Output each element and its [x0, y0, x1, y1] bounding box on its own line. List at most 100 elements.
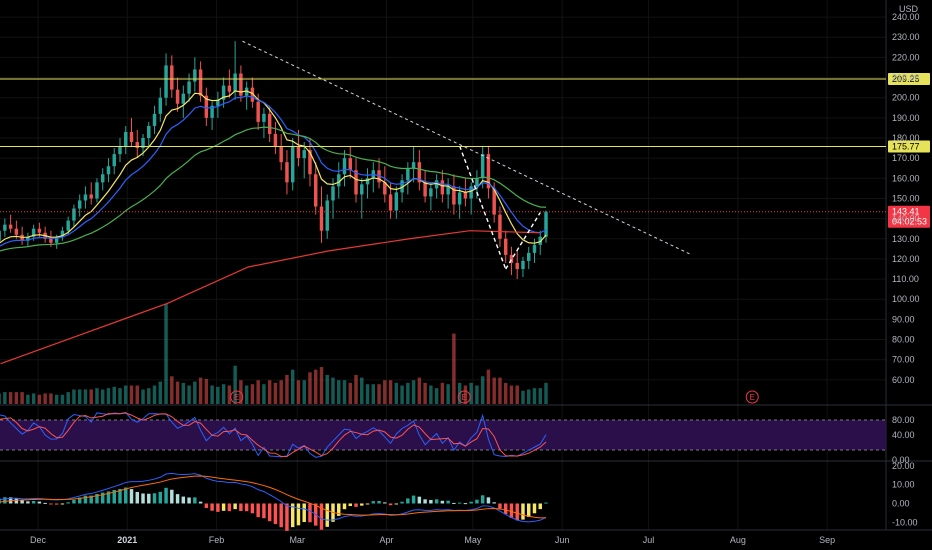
candle-body	[446, 186, 450, 195]
candle-body	[360, 184, 364, 195]
candle-body	[112, 154, 116, 167]
candle-body	[440, 180, 445, 195]
earnings-marker[interactable]	[457, 390, 471, 404]
last-price-label: 143.41	[892, 207, 920, 217]
candle-body	[124, 131, 128, 147]
candle-body	[290, 146, 295, 183]
candle-body	[325, 200, 329, 231]
volume-bar	[193, 381, 197, 404]
stochastic-band-fill	[0, 420, 886, 450]
candle-body	[452, 186, 456, 205]
volume-bar	[285, 374, 289, 404]
macd-histogram-bar	[3, 497, 7, 504]
macd-histogram-bar	[0, 498, 1, 504]
macd-histogram-bar	[498, 503, 502, 509]
candle-body	[37, 228, 42, 233]
macd-axis-tick: 20.00	[892, 461, 915, 471]
trendlines[interactable]	[242, 40, 692, 270]
volume-bar	[469, 382, 473, 404]
volume-bar	[463, 385, 468, 404]
candle-body	[3, 224, 7, 231]
volume-bar	[262, 384, 266, 404]
macd-axis-tick: 10.00	[892, 480, 915, 490]
volume-bar	[31, 393, 36, 404]
candle-body	[239, 73, 243, 96]
macd-histogram-bar	[193, 497, 197, 504]
macd-histogram-bar	[417, 496, 422, 504]
macd-histogram-bar	[365, 503, 370, 505]
macd-histogram-bar	[434, 499, 439, 504]
volume-bar	[3, 392, 7, 404]
candle-body	[204, 95, 209, 118]
macd-histogram-bar	[210, 503, 214, 511]
macd-axis-tick: -10.00	[892, 517, 918, 527]
candle-body	[475, 178, 479, 187]
volume-bar	[354, 374, 358, 404]
candle-body	[89, 194, 93, 199]
candle-body	[365, 178, 370, 185]
candle-body	[538, 236, 542, 245]
volume-bar	[244, 385, 249, 404]
volume-bar	[164, 304, 168, 404]
moving-averages	[0, 90, 547, 365]
earnings-marker[interactable]	[230, 390, 244, 404]
candle-body	[273, 133, 278, 147]
macd-histogram-bar	[175, 494, 180, 504]
macd-histogram-bar	[147, 493, 151, 504]
candle-body	[95, 182, 99, 199]
volume-bar	[360, 377, 364, 404]
earnings-marker-label: E	[750, 393, 755, 402]
macd-histogram-bar	[37, 501, 42, 504]
macd-histogram-bar	[544, 502, 548, 504]
volume-bar	[302, 380, 306, 404]
date-axis-label: 2021	[117, 535, 137, 545]
candle-body	[457, 192, 462, 205]
candle-body	[31, 228, 36, 237]
candle-body	[423, 182, 427, 197]
volume-bar	[325, 374, 329, 404]
candle-body	[469, 186, 473, 199]
candle-body	[26, 236, 30, 241]
volume-bar	[221, 384, 226, 404]
stochastic-axis-tick: 80.00	[892, 415, 915, 425]
candle-body	[296, 146, 301, 159]
macd-histogram-bar	[106, 491, 111, 504]
volume-bar	[112, 386, 116, 404]
macd-histogram-bar	[406, 498, 410, 504]
macd-histogram-bar	[158, 491, 163, 504]
price-axis-tick: 210.00	[892, 73, 920, 83]
stochastic-axis-tick: 40.00	[892, 430, 915, 440]
candle-body	[417, 162, 422, 183]
candle-body	[308, 150, 312, 175]
macd-histogram-bar	[233, 503, 237, 510]
volume-bar	[440, 382, 445, 404]
earnings-marker-label: E	[462, 393, 467, 402]
volume-bar	[308, 372, 312, 404]
last-price-badge	[888, 205, 930, 228]
volume-bar	[331, 377, 335, 404]
candle-body	[164, 65, 168, 98]
volume-bar	[267, 380, 272, 404]
macd-histogram-bar	[60, 503, 65, 505]
volume-bar	[521, 390, 525, 404]
volume-bar	[141, 389, 145, 404]
volume-bar	[152, 385, 157, 404]
volume-bar	[377, 384, 381, 404]
macd-histogram-bar	[360, 503, 364, 506]
candle-body	[267, 113, 272, 134]
price-axis-tick: 160.00	[892, 173, 920, 183]
earnings-marker[interactable]	[745, 390, 759, 404]
macd-histogram-bar	[89, 495, 93, 504]
volume-bar	[423, 382, 427, 404]
macd-histogram-bar	[227, 503, 232, 512]
candle-body	[463, 192, 468, 199]
macd-histogram-bar	[72, 499, 76, 504]
candle-body	[210, 105, 214, 118]
volume-bar	[89, 389, 93, 404]
macd-histogram-bar	[296, 503, 301, 526]
volume-bar	[198, 377, 203, 404]
candle-body	[509, 254, 514, 263]
